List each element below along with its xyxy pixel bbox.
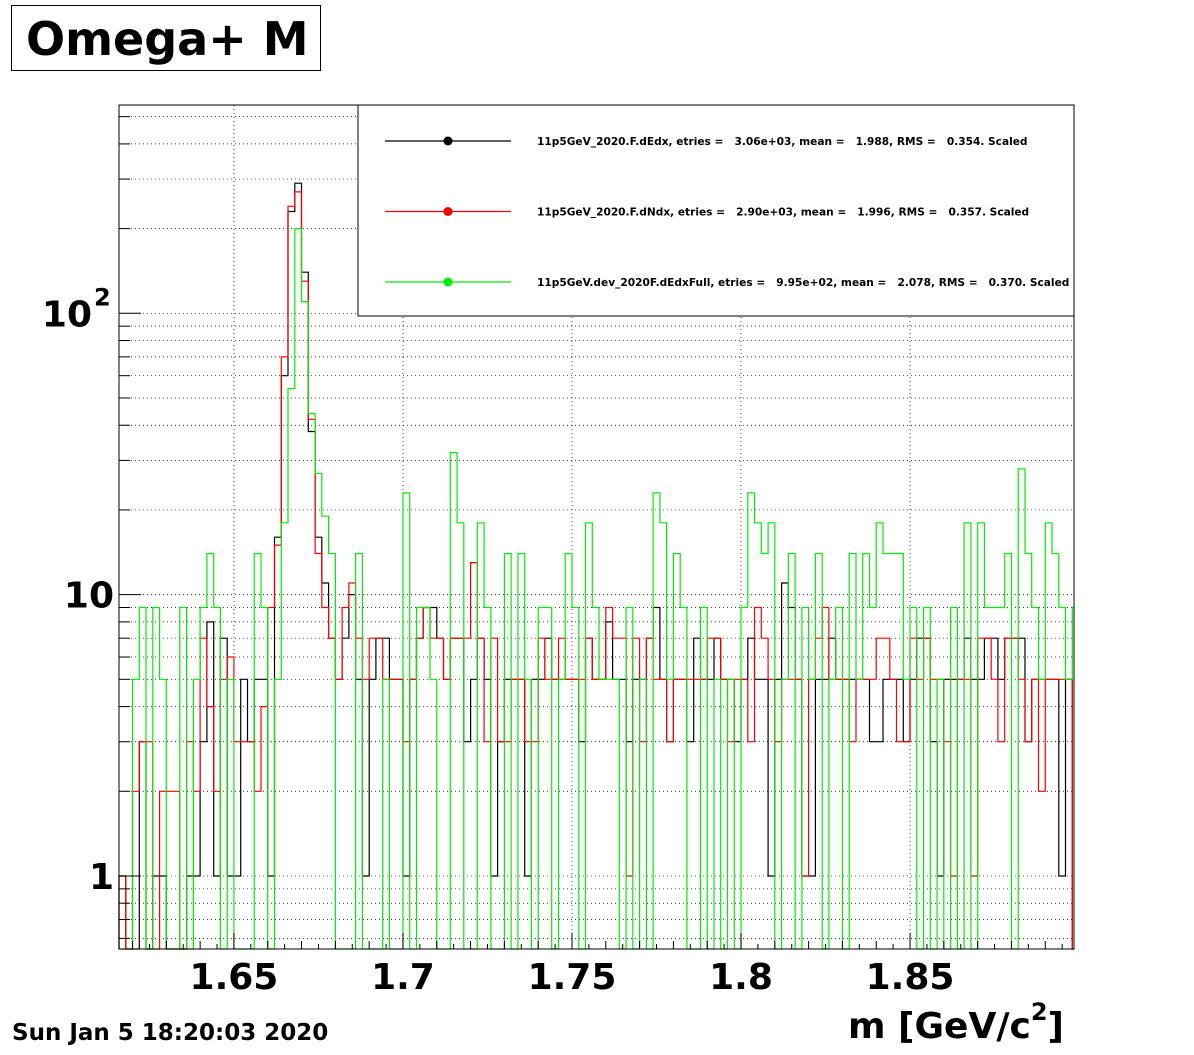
legend-marker-2 [443,207,453,216]
y-tick-label-3: 10 [42,294,92,335]
series-layer [118,182,1074,950]
legend-marker-3 [443,277,453,287]
chart-title: Omega+ M [26,12,309,66]
x-tick-label-4: 1.8 [709,957,773,998]
title-box: Omega+ M [11,5,321,71]
x-tick-label-3: 1.75 [528,957,617,998]
legend-box [357,104,1075,317]
y-tick-exponent-3: 2 [94,283,111,311]
legend: 11p5GeV_2020.F.dEdx, etries = 3.06e+03, … [357,104,1075,317]
x-axis-label: m [GeV/c2] [848,998,1064,1047]
legend-entry-1: 11p5GeV_2020.F.dEdx, etries = 3.06e+03, … [537,136,1028,148]
y-tick-label-1: 1 [89,857,114,898]
y-tick-label-2: 10 [64,576,114,617]
x-axis-label-sup: 2 [1030,998,1048,1026]
legend-entry-2: 11p5GeV_2020.F.dNdx, etries = 2.90e+03, … [537,207,1029,219]
legend-entry-3: 11p5GeV.dev_2020F.dEdxFull, etries = 9.9… [537,277,1069,289]
x-tick-label-1: 1.65 [190,957,279,998]
legend-marker-1 [443,136,453,146]
x-tick-label-5: 1.85 [866,957,955,998]
x-axis-label-close: ] [1047,1006,1064,1047]
timestamp: Sun Jan 5 18:20:03 2020 [12,1020,329,1046]
series-3-histogram [119,228,1074,950]
x-tick-label-2: 1.7 [371,957,435,998]
x-axis-label-main: m [GeV/c [848,1006,1031,1047]
